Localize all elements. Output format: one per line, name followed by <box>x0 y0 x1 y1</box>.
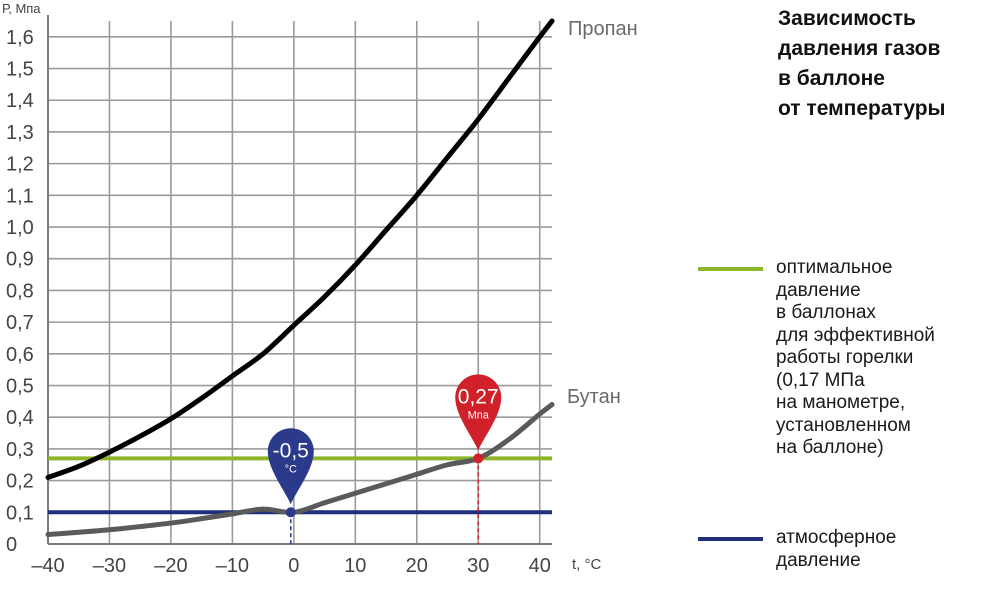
y-tick-label: 1,5 <box>6 59 34 81</box>
series-label: Бутан <box>567 386 621 408</box>
x-tick-label: –30 <box>93 555 126 577</box>
axes <box>47 15 552 545</box>
legend-line-text: на баллоне) <box>776 437 884 458</box>
title-line: в баллоне <box>778 67 885 90</box>
y-tick-label: 1,1 <box>6 185 34 207</box>
title-line: от температуры <box>778 97 946 120</box>
marker-unit-label: °C <box>285 463 297 475</box>
marker-unit-label: Мпа <box>468 409 490 421</box>
marker-pin <box>455 374 502 451</box>
x-tick-label: 30 <box>467 555 489 577</box>
y-tick-label: 1,3 <box>6 122 34 144</box>
title-line: давления газов <box>778 37 941 60</box>
y-axis-title: Р, Мпа <box>2 1 41 16</box>
legend-line-text: давление <box>776 549 861 571</box>
y-tick-label: 1,2 <box>6 154 34 176</box>
y-tick-label: 0,5 <box>6 376 34 398</box>
y-tick-label: 0,2 <box>6 471 34 493</box>
y-tick-label: 0,4 <box>6 407 34 429</box>
marker-point <box>473 453 484 464</box>
series-line-propane <box>45 18 555 480</box>
legend-line-text: (0,17 МПа <box>776 369 865 391</box>
y-tick-label: 1,0 <box>6 217 34 239</box>
x-tick-label: –10 <box>216 555 249 577</box>
legend-atmospheric-text: атмосферное давление <box>776 527 1003 572</box>
legend-line-text: атмосферное <box>776 527 897 548</box>
legend-optimal-text: оптимальное давление в баллонах для эффе… <box>776 257 1003 460</box>
series-label: Пропан <box>568 18 638 40</box>
legend-line-text: для эффективной <box>776 324 935 346</box>
marker-value-label: 0,27 <box>458 385 499 408</box>
legend-line-text: на манометре, <box>776 392 906 413</box>
y-tick-label: 0,8 <box>6 280 34 302</box>
x-tick-label: –40 <box>31 555 64 577</box>
marker-point <box>285 507 296 518</box>
x-tick-label: 40 <box>529 555 551 577</box>
legend-line-text: работы горелки <box>776 347 914 368</box>
x-tick-label: 10 <box>344 555 366 577</box>
y-tick-label: 1,4 <box>6 90 34 112</box>
y-tick-label: 0,6 <box>6 344 34 366</box>
marker-pin <box>267 428 314 505</box>
y-tick-label: 0,3 <box>6 439 34 461</box>
legend-atmospheric-swatch <box>698 537 763 541</box>
y-tick-label: 1,6 <box>6 27 34 49</box>
grid <box>48 21 552 544</box>
legend-line-text: давление <box>776 279 861 301</box>
x-tick-label: –20 <box>154 555 187 577</box>
marker-value-label: -0,5 <box>273 439 309 462</box>
x-axis-title: t, °C <box>572 556 602 573</box>
legend-line-text: оптимальное <box>776 257 893 278</box>
y-tick-label: 0,9 <box>6 249 34 271</box>
y-tick-label: 0,7 <box>6 312 34 334</box>
legend-line-text: в баллонах <box>776 302 876 323</box>
chart-title: Зависимость давления газов в баллоне от … <box>778 4 993 124</box>
x-tick-label: 0 <box>288 555 299 577</box>
y-tick-label: 0 <box>6 534 17 556</box>
title-line: Зависимость <box>778 7 916 30</box>
legend-line-text: установленном <box>776 414 911 436</box>
y-tick-label: 0,1 <box>6 502 34 524</box>
legend-optimal-swatch <box>698 267 763 271</box>
chart-labels: 0 0,1 0,2 0,3 0,4 0,5 0,6 0,7 0,8 0,9 1,0 1,1 1,2 1,3… <box>2 1 638 577</box>
x-tick-label: 20 <box>406 555 428 577</box>
